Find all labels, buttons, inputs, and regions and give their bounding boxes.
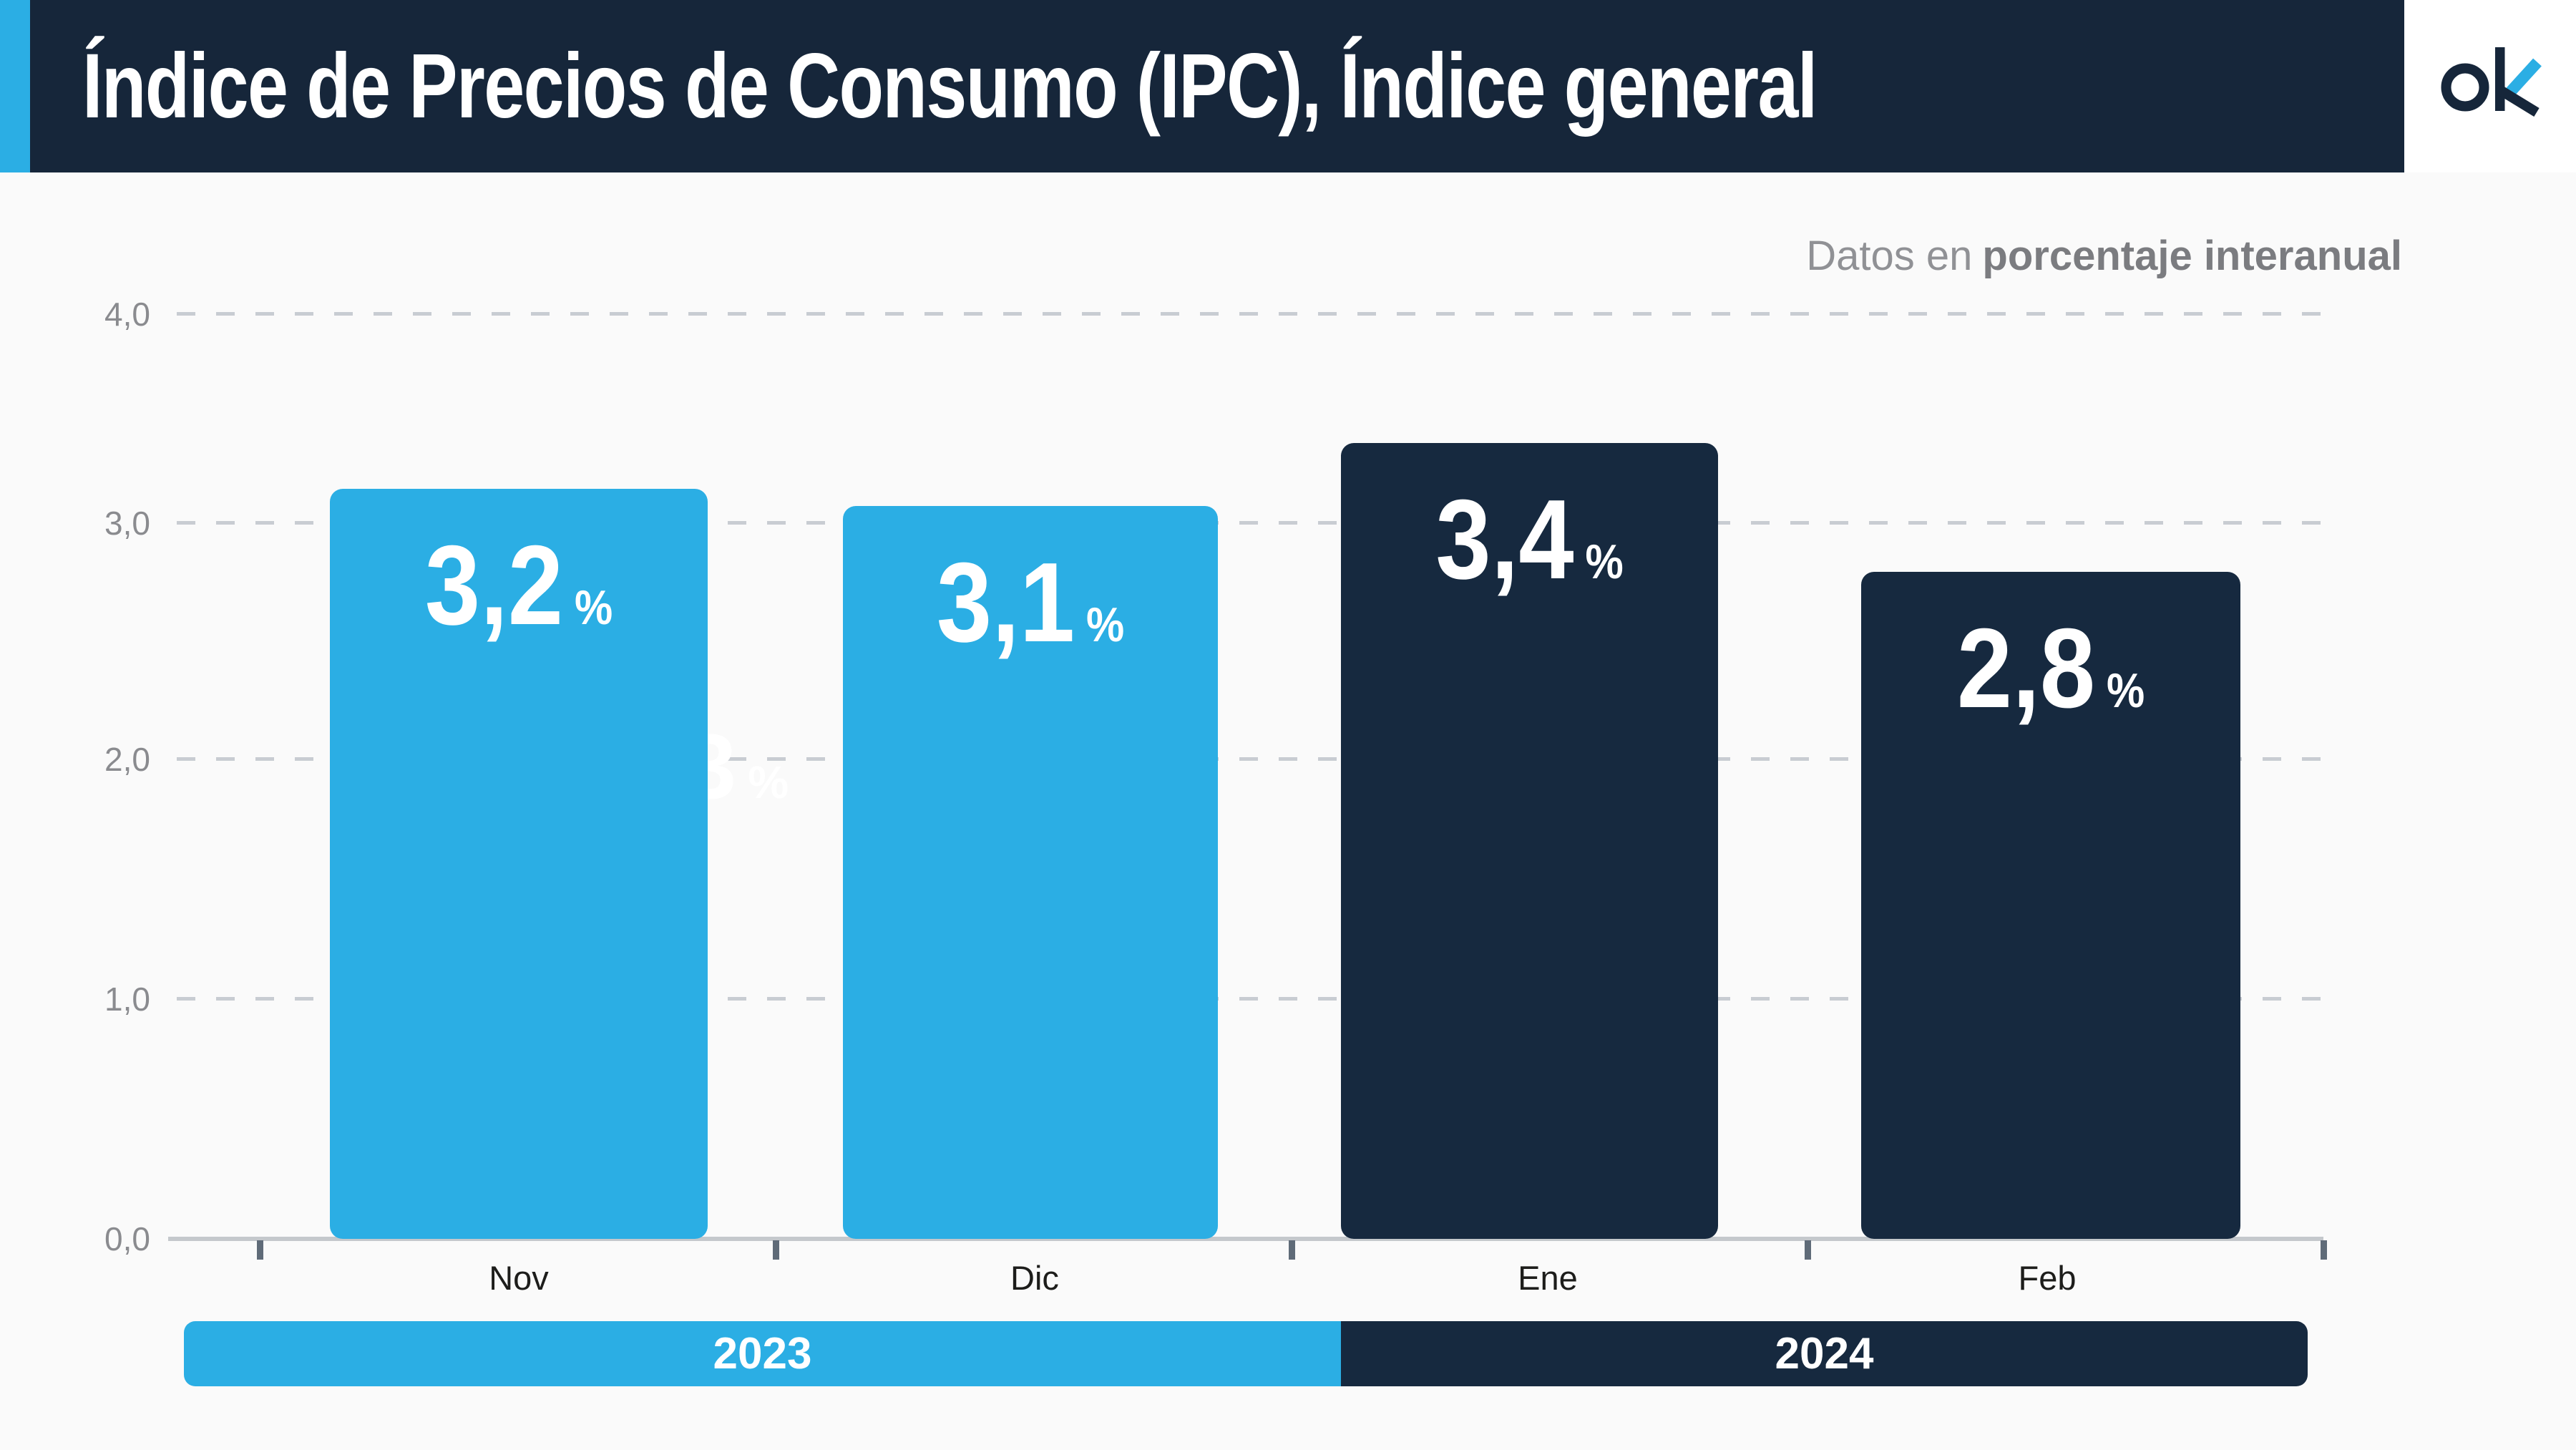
bar-ene-2024: 3,4 % xyxy=(1341,443,1718,1239)
subtitle-prefix: Datos en xyxy=(1806,232,1973,279)
header-bar: Índice de Precios de Consumo (IPC), Índi… xyxy=(0,0,2576,172)
y-tick-label-2: 2,0 xyxy=(104,741,150,778)
bar-value: 2,8 xyxy=(1956,605,2096,731)
gridline-2 xyxy=(177,757,2322,761)
y-tick-label-0: 0,0 xyxy=(104,1220,150,1257)
percent-sign: % xyxy=(1585,535,1624,589)
bar-dic-2023: 3,1 % xyxy=(843,506,1218,1239)
okdiario-logo-icon xyxy=(2441,47,2542,117)
x-tick-label-nov: Nov xyxy=(489,1259,549,1297)
axis-tick xyxy=(1805,1240,1811,1260)
ghost-percent-sign: % xyxy=(748,756,789,808)
axis-tick xyxy=(257,1240,263,1260)
bar-value-label: 3,2 % xyxy=(353,529,686,642)
chart-subtitle: Datos en porcentaje interanual xyxy=(1806,223,2402,288)
year-band-2023: 2023 xyxy=(184,1321,1341,1386)
logo-box xyxy=(2404,0,2576,172)
gridline-3 xyxy=(177,521,2322,525)
header-accent-stripe xyxy=(0,0,30,172)
x-tick-label-feb: Feb xyxy=(2018,1259,2077,1297)
bar-value: 3,4 xyxy=(1435,477,1574,603)
bar-value-label: 3,4 % xyxy=(1364,483,1696,596)
percent-sign: % xyxy=(1085,598,1125,652)
subtitle-emphasis: porcentaje interanual xyxy=(1982,232,2402,279)
bar-value-label: 2,8 % xyxy=(1884,612,2218,725)
x-axis-line xyxy=(168,1237,2323,1241)
bar-nov-2023: 3,2 % xyxy=(330,489,708,1239)
x-tick-label-ene: Ene xyxy=(1518,1259,1578,1297)
page-title: Índice de Precios de Consumo (IPC), Índi… xyxy=(82,35,1818,137)
bar-value-label: 3,1 % xyxy=(865,546,1195,659)
year-band-label: 2023 xyxy=(713,1329,812,1378)
gridline-4 xyxy=(177,312,2322,316)
y-tick-label-3: 3,0 xyxy=(104,505,150,542)
y-tick-label-4: 4,0 xyxy=(104,296,150,333)
bar-value: 3,1 xyxy=(936,540,1075,666)
axis-tick xyxy=(2321,1240,2327,1260)
y-tick-label-1: 1,0 xyxy=(104,981,150,1018)
axis-tick xyxy=(1289,1240,1295,1260)
gridline-1 xyxy=(177,997,2322,1001)
percent-sign: % xyxy=(2106,663,2145,718)
percent-sign: % xyxy=(574,580,613,635)
bar-feb-2024: 2,8 % xyxy=(1861,572,2240,1239)
year-band-label: 2024 xyxy=(1775,1329,1874,1378)
axis-tick xyxy=(773,1240,779,1260)
bar-value: 3,2 xyxy=(424,522,564,648)
year-band-2024: 2024 xyxy=(1341,1321,2308,1386)
x-tick-label-dic: Dic xyxy=(1010,1259,1059,1297)
